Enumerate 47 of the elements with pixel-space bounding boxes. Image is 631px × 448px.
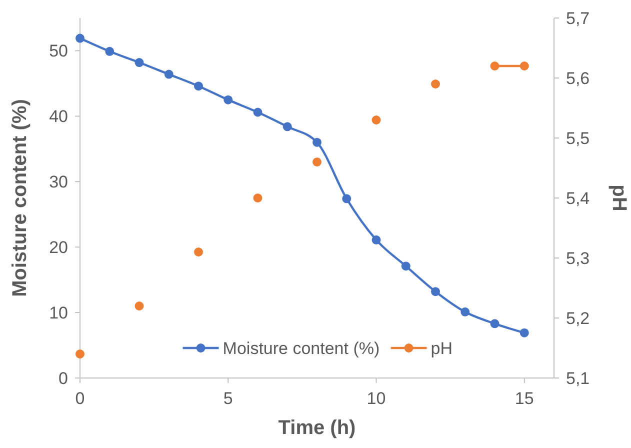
legend-label: Moisture content (%) bbox=[222, 338, 380, 358]
point bbox=[342, 194, 352, 204]
point bbox=[401, 262, 410, 271]
y-axis-title: Moisture content (%) bbox=[9, 99, 31, 297]
x-tick-label: 10 bbox=[366, 389, 386, 408]
point bbox=[490, 319, 500, 328]
point bbox=[194, 82, 203, 91]
point bbox=[76, 350, 84, 358]
point bbox=[105, 46, 114, 56]
point bbox=[312, 158, 322, 166]
point bbox=[134, 302, 144, 310]
point bbox=[76, 34, 84, 43]
point bbox=[194, 248, 203, 256]
point bbox=[520, 62, 529, 70]
y2-tick-label: 5,1 bbox=[566, 368, 590, 388]
y2-tick-label: 5,7 bbox=[566, 8, 590, 28]
point bbox=[431, 287, 440, 296]
point bbox=[372, 235, 381, 244]
point bbox=[164, 70, 174, 79]
point bbox=[460, 307, 470, 316]
x-tick-label: 0 bbox=[75, 389, 85, 408]
y2-tick-label: 5,4 bbox=[566, 188, 590, 208]
y-tick-label: 0 bbox=[58, 368, 68, 388]
y-tick-label: 20 bbox=[49, 238, 68, 258]
x-tick-label: 15 bbox=[514, 389, 534, 408]
point bbox=[253, 108, 262, 117]
y2-tick-label: 5,3 bbox=[566, 248, 590, 268]
point bbox=[312, 138, 322, 147]
point bbox=[253, 194, 262, 202]
point bbox=[431, 80, 440, 88]
y-tick-label: 10 bbox=[49, 303, 68, 322]
y-tick-label: 50 bbox=[49, 42, 68, 61]
y-tick-label: 30 bbox=[49, 172, 68, 192]
y-tick-label: 40 bbox=[49, 107, 68, 126]
x-tick-label: 5 bbox=[223, 389, 233, 408]
x-axis-title: Time (h) bbox=[278, 417, 356, 439]
point bbox=[520, 328, 529, 338]
point bbox=[134, 58, 144, 68]
point bbox=[372, 116, 381, 124]
y2-tick-label: 5,6 bbox=[566, 68, 590, 88]
legend-label: pH bbox=[430, 338, 453, 358]
y2-axis-title: pH bbox=[608, 184, 630, 212]
y2-tick-label: 5,2 bbox=[566, 308, 590, 328]
y2-tick-label: 5,5 bbox=[566, 128, 590, 148]
point bbox=[282, 122, 292, 132]
point bbox=[490, 62, 500, 70]
point bbox=[224, 95, 233, 104]
